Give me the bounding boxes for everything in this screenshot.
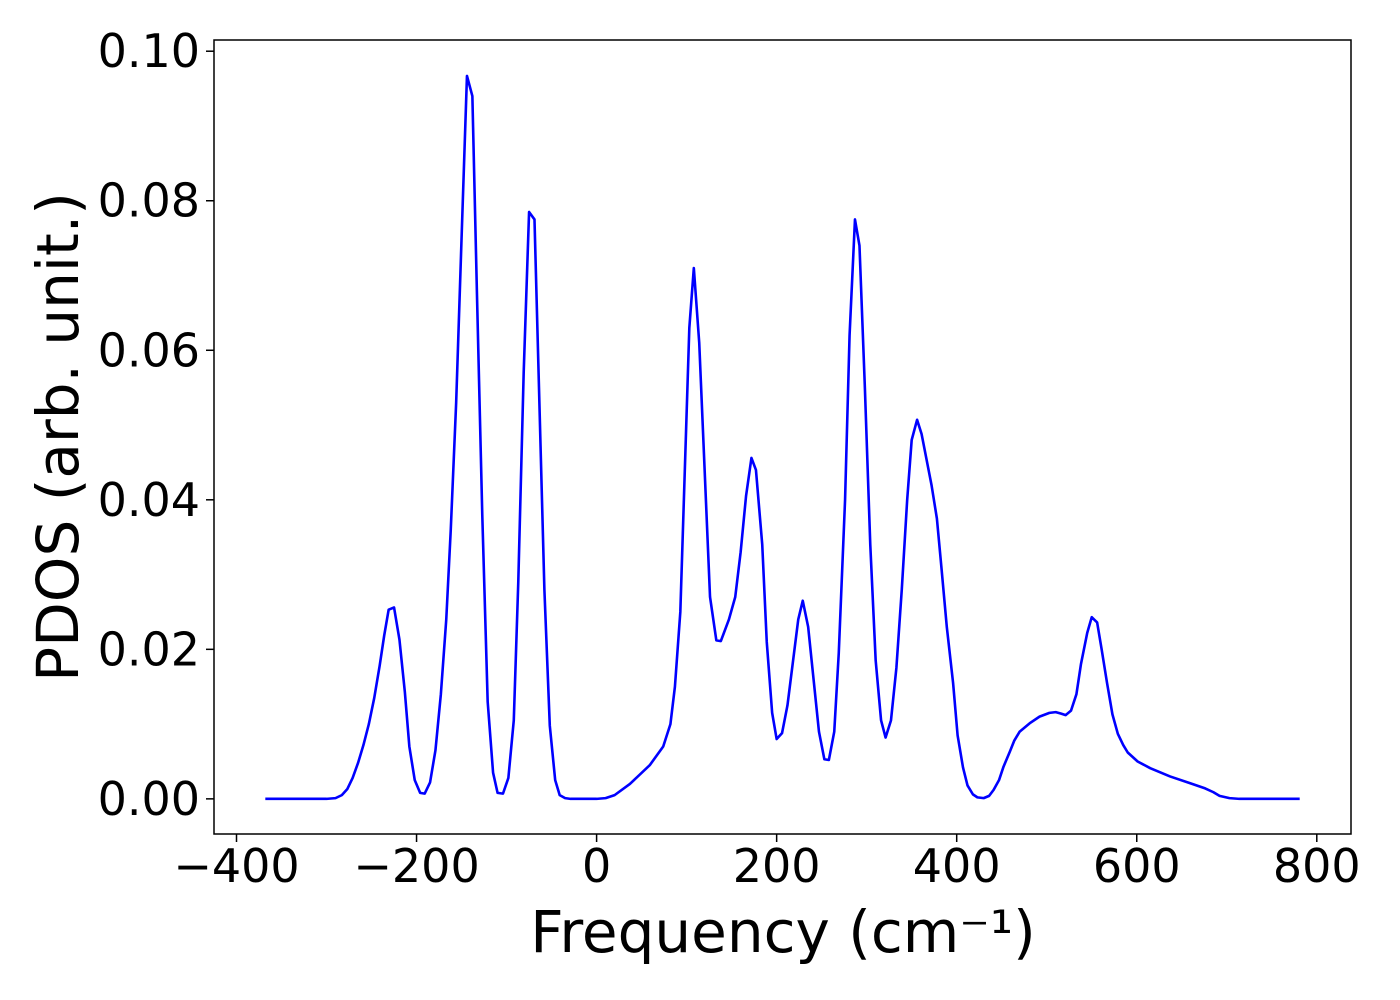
x-tick-label: 600 [1093,839,1181,893]
y-tick-label: 0.08 [98,174,200,228]
y-tick-label: 0.04 [98,473,200,527]
x-tick-label: −400 [173,839,299,893]
x-tick-label: 200 [733,839,821,893]
y-tick-label: 0.00 [98,772,200,826]
plot-frame [213,39,1352,835]
y-axis-label: PDOS (arb. unit.) [24,192,92,682]
y-tick-label: 0.02 [98,622,200,676]
x-tick-label: −200 [353,839,479,893]
y-tick-label: 0.10 [98,24,200,78]
x-axis-label: Frequency (cm⁻¹) [530,898,1036,966]
x-tick-label: 0 [582,839,611,893]
x-tick-label: 800 [1273,839,1361,893]
data-line [265,74,1300,801]
x-tick-label: 400 [913,839,1001,893]
y-tick-label: 0.06 [98,323,200,377]
